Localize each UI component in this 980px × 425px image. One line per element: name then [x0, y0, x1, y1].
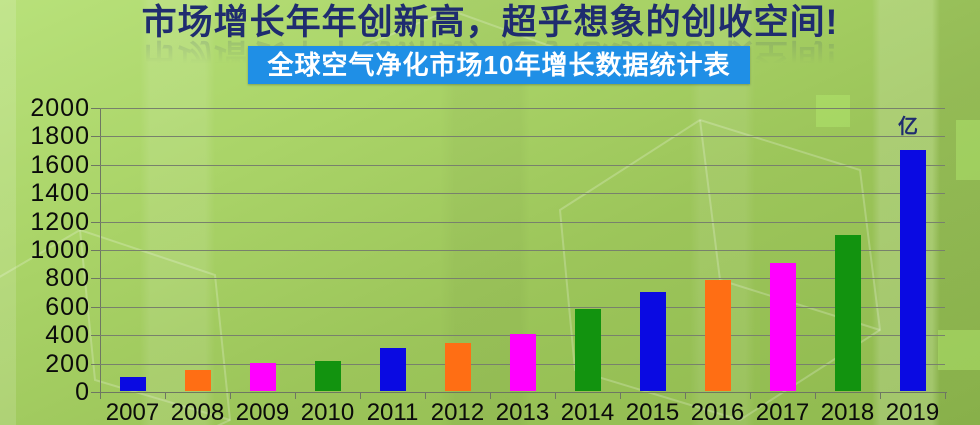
bar-2019: [899, 150, 926, 391]
y-axis-tick-label: 1200: [30, 207, 90, 236]
y-tick: [91, 193, 100, 195]
gridline: [100, 306, 945, 308]
y-tick: [91, 392, 100, 393]
x-tick: [295, 393, 296, 399]
y-axis-tick-label: 1400: [30, 179, 90, 208]
gridline: [100, 221, 945, 223]
x-tick: [230, 393, 231, 399]
bar-2008: [184, 370, 211, 391]
y-axis-tick-label: 1800: [30, 122, 90, 151]
x-tick: [620, 393, 621, 399]
y-tick: [91, 250, 100, 251]
x-axis-tick-label: 2014: [560, 399, 615, 425]
bar-2018: [834, 235, 861, 391]
x-tick: [165, 393, 166, 399]
bar-2012: [444, 343, 471, 391]
x-tick: [945, 393, 946, 399]
bar-2015: [639, 292, 666, 391]
gridline: [100, 250, 945, 251]
bar-chart: 0 200 400 600 800 1000 1200 1400 1600 1800 2000 200…: [30, 94, 947, 425]
x-tick: [555, 393, 556, 399]
y-axis-tick-label: 0: [75, 378, 90, 406]
gridline: [100, 136, 945, 138]
gridline: [100, 278, 945, 280]
x-tick: [100, 393, 101, 399]
y-axis-tick-label: 600: [45, 292, 90, 321]
x-axis-tick-label: 2011: [366, 399, 419, 425]
y-tick: [91, 306, 100, 308]
y-tick: [91, 335, 100, 337]
y-axis-tick-label: 400: [45, 321, 90, 350]
x-axis-tick-label: 2019: [885, 399, 940, 425]
x-tick: [750, 393, 751, 399]
x-axis-tick-label: 2013: [495, 399, 550, 425]
x-tick: [685, 393, 686, 399]
y-tick: [91, 221, 100, 223]
x-tick: [360, 393, 361, 399]
y-tick: [91, 164, 100, 166]
y-tick: [91, 136, 100, 138]
bar-2017: [769, 263, 796, 391]
gridline: [100, 193, 945, 195]
x-axis-tick-label: 2007: [105, 399, 160, 425]
bar-2009: [249, 363, 276, 391]
x-axis-tick-label: 2016: [690, 399, 745, 425]
y-tick: [91, 278, 100, 280]
x-axis-tick-label: 2012: [430, 399, 485, 425]
x-tick: [880, 393, 881, 399]
chart-title-banner: 全球空气净化市场10年增长数据统计表: [248, 46, 750, 84]
x-axis-tick-label: 2018: [820, 399, 875, 425]
y-axis-tick-label: 200: [45, 349, 90, 378]
unit-label: 亿: [898, 116, 918, 138]
y-axis-tick-label: 1600: [30, 150, 90, 179]
x-tick: [490, 393, 491, 399]
bar-2010: [314, 361, 341, 391]
bar-2007: [119, 377, 146, 391]
bar-2013: [509, 334, 536, 391]
bar-2014: [574, 309, 601, 391]
y-axis-tick-label: 800: [45, 264, 90, 293]
gridline: [100, 108, 945, 109]
x-axis-tick-label: 2017: [755, 399, 810, 425]
y-tick: [91, 108, 100, 109]
x-tick: [815, 393, 816, 399]
y-axis-tick-label: 1000: [30, 236, 90, 264]
x-tick: [425, 393, 426, 399]
x-axis-tick-label: 2010: [300, 399, 355, 425]
bar-2011: [379, 348, 406, 391]
y-axis-tick-label: 2000: [30, 94, 90, 122]
gridline: [100, 164, 945, 166]
y-tick: [91, 363, 100, 365]
x-axis-tick-label: 2008: [170, 399, 225, 425]
x-axis-tick-label: 2009: [235, 399, 290, 425]
bar-2016: [704, 280, 731, 391]
page-title: 市场增长年年创新高，超乎想象的创收空间!: [141, 3, 839, 42]
x-axis-line: [91, 392, 947, 393]
x-axis-tick-label: 2015: [625, 399, 680, 425]
